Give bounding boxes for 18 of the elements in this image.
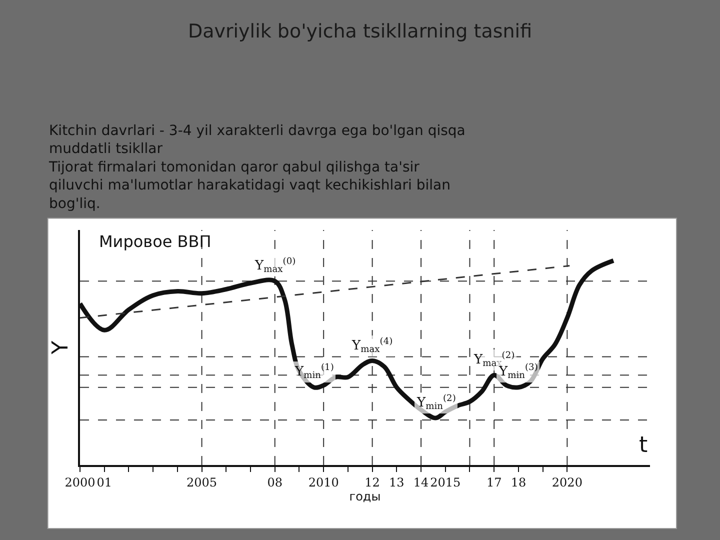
- x-tick-label: 12: [364, 475, 380, 490]
- x-tick-label: 2010: [308, 475, 339, 490]
- x-tick-label: 2005: [186, 475, 218, 490]
- x-tick-label: 08: [267, 475, 283, 490]
- x-tick-label: 2015: [430, 475, 461, 490]
- x-tick-label: 2020: [552, 475, 582, 490]
- text: Мировое ВВП: [99, 232, 212, 251]
- chart-title: Davriylik bo'yicha tsikllarning tasnifi: [188, 20, 532, 43]
- x-tick-label: 18: [510, 475, 526, 490]
- chart-subtitle: Kitchin davrlari - 3-4 yil xarakterli davrga ega bo'lgan qisqa muddatli tsikllar Tijorat firmalari tomonidan qaror qabul qilishga ta'sir qiluvchi ma'lumotlar harakatidagi vaqt kechikishlari bilan bog'liq.: [48, 123, 466, 212]
- x-tick-label: 01: [96, 475, 112, 490]
- annotation: t: [639, 433, 648, 458]
- x-axis-title: годы: [349, 489, 381, 504]
- x-tick-label: 17: [486, 475, 502, 490]
- y-axis-title: Y: [48, 340, 74, 356]
- x-tick-label: 13: [389, 475, 404, 490]
- x-tick-label: 14: [413, 475, 430, 490]
- x-tick-label: 2000: [64, 475, 96, 490]
